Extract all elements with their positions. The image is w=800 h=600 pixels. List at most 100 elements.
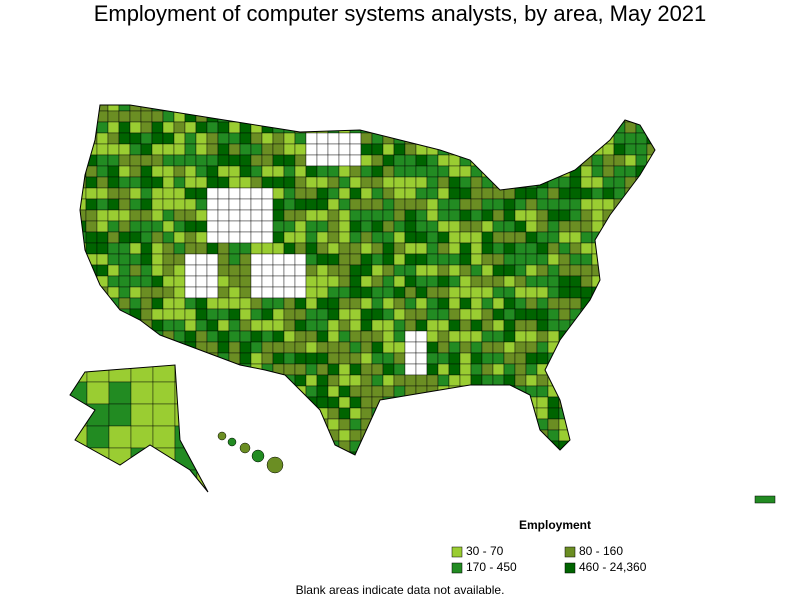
area (195, 275, 208, 288)
area (294, 407, 307, 420)
area (283, 165, 296, 178)
area (239, 319, 252, 332)
area (261, 396, 274, 409)
area (558, 352, 571, 365)
area (459, 154, 472, 167)
area (162, 105, 175, 112)
area (239, 143, 252, 156)
area (613, 105, 626, 112)
area (393, 363, 406, 376)
area (437, 242, 450, 255)
area (272, 319, 285, 332)
area (283, 286, 296, 299)
area (635, 440, 648, 453)
area (250, 154, 263, 167)
area (228, 264, 241, 277)
area (514, 110, 527, 123)
area (437, 264, 450, 277)
area (327, 187, 340, 200)
area (382, 110, 395, 123)
area (261, 187, 274, 200)
area (239, 385, 252, 398)
area (272, 286, 285, 299)
area (591, 352, 604, 365)
area (305, 418, 318, 431)
area (85, 275, 98, 288)
area (349, 198, 362, 211)
area (426, 451, 439, 455)
area (492, 264, 505, 277)
area (228, 363, 241, 376)
area (437, 132, 450, 145)
area (162, 176, 175, 189)
area (140, 253, 153, 266)
area (470, 209, 483, 222)
area (646, 297, 655, 310)
area (503, 132, 516, 145)
area (415, 308, 428, 321)
area (536, 451, 549, 455)
area (481, 396, 494, 409)
area (294, 451, 307, 455)
area (195, 308, 208, 321)
area (283, 396, 296, 409)
area (382, 319, 395, 332)
area (294, 242, 307, 255)
area (96, 330, 109, 343)
area (80, 143, 87, 156)
area (646, 407, 655, 420)
area (173, 165, 186, 178)
area (327, 176, 340, 189)
area (569, 330, 582, 343)
area (294, 110, 307, 123)
area (415, 275, 428, 288)
area (151, 352, 164, 365)
area (283, 231, 296, 244)
area (448, 154, 461, 167)
area (547, 440, 560, 453)
area (613, 341, 626, 354)
area (261, 297, 274, 310)
area (602, 143, 615, 156)
area (415, 451, 428, 455)
area (184, 363, 197, 376)
area (140, 220, 153, 233)
area (602, 451, 615, 455)
area (602, 121, 615, 134)
area (371, 374, 384, 387)
area (305, 308, 318, 321)
area (327, 110, 340, 123)
area (239, 286, 252, 299)
area (503, 418, 516, 431)
area (404, 231, 417, 244)
area (294, 429, 307, 442)
area (162, 286, 175, 299)
area (525, 451, 538, 455)
area (470, 105, 483, 112)
area (547, 451, 560, 455)
area (85, 330, 98, 343)
area (349, 286, 362, 299)
area (481, 275, 494, 288)
area (569, 242, 582, 255)
area (228, 396, 241, 409)
area (173, 286, 186, 299)
area (272, 220, 285, 233)
area (481, 363, 494, 376)
area (338, 110, 351, 123)
area (228, 231, 241, 244)
area (360, 187, 373, 200)
area (272, 429, 285, 442)
area (107, 198, 120, 211)
area (492, 352, 505, 365)
area (514, 286, 527, 299)
area (459, 264, 472, 277)
footnote: Blank areas indicate data not available. (296, 583, 505, 597)
area (448, 451, 461, 455)
area (338, 264, 351, 277)
area (624, 341, 637, 354)
area (635, 407, 648, 420)
area (85, 341, 98, 354)
area (217, 220, 230, 233)
area (272, 275, 285, 288)
